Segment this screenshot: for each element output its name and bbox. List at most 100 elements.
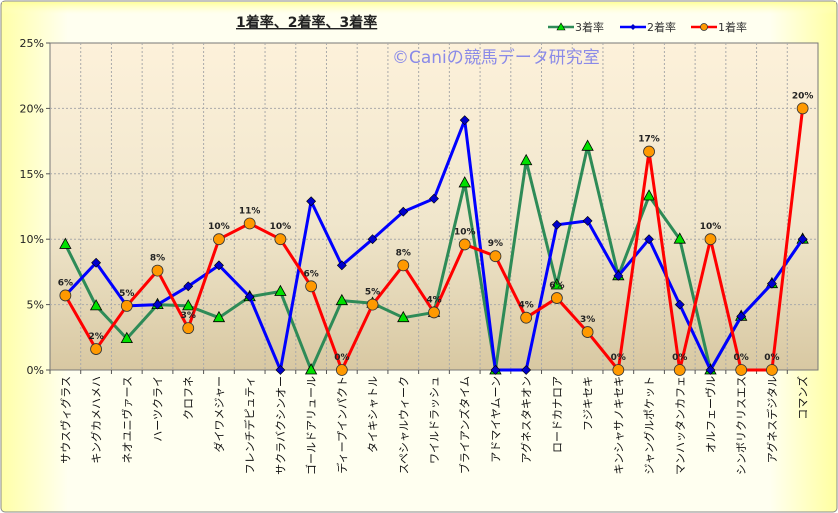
x-tick-label: ロードカナロア [551, 376, 564, 453]
data-point-diamond [306, 196, 317, 207]
data-label: 6% [58, 278, 73, 288]
x-tick-label: ブライアンズタイム [458, 376, 472, 474]
data-point-circle [274, 233, 287, 246]
data-point-triangle [120, 331, 133, 344]
x-tick-label: アドマイヤムーン [489, 376, 502, 463]
data-point-triangle [89, 299, 103, 311]
legend-marker-circle [700, 23, 708, 31]
data-point-diamond [459, 115, 470, 126]
data-label: 4% [426, 295, 441, 305]
x-tick-label: ハーツクライ [152, 376, 165, 442]
data-point-circle [182, 322, 195, 335]
legend: 3着率 2着率 1着率 [548, 20, 747, 34]
data-point-diamond [551, 219, 562, 230]
data-point-triangle [182, 299, 195, 311]
legend-label: 3着率 [575, 20, 604, 34]
x-tick-label: クロフネ [182, 376, 195, 420]
x-tick-label: ジャングルポケット [642, 376, 656, 474]
data-point-diamond [644, 234, 654, 245]
y-tick-label: 0% [27, 364, 44, 377]
data-point-triangle [335, 293, 349, 306]
legend-marker-triangle [556, 22, 566, 31]
watermark: ©Caniの競馬データ研究室 [392, 47, 600, 68]
data-point-circle [213, 233, 225, 246]
data-label: 8% [150, 254, 165, 264]
data-label: 10% [454, 227, 476, 237]
data-point-diamond [705, 365, 716, 375]
x-tick-label: スペシャルウィーク [397, 376, 410, 474]
data-point-diamond [367, 234, 378, 245]
data-point-triangle [519, 153, 533, 166]
x-tick-label: アグネスデジタル [765, 376, 779, 463]
data-point-circle [766, 364, 778, 376]
data-point-circle [489, 250, 502, 263]
data-point-diamond [521, 365, 532, 375]
x-tick-label: マンハッタンカフェ [674, 376, 687, 475]
data-label: 11% [239, 207, 261, 217]
legend-label: 2着率 [647, 20, 676, 34]
data-label: 3% [181, 311, 196, 321]
legend-item: 2着率 [620, 20, 676, 34]
x-tick-label: ゴールドアリュール [304, 376, 318, 475]
data-point-triangle [59, 237, 72, 249]
x-tick-label: タイキシャトル [367, 376, 380, 453]
data-point-triangle [581, 139, 594, 151]
y-tick-label: 20% [20, 102, 44, 115]
x-tick-label: ネオユニヴァース [120, 376, 134, 463]
data-label: 6% [303, 269, 318, 279]
data-label: 0% [334, 353, 349, 363]
data-point-circle [305, 280, 318, 293]
data-point-circle [612, 364, 625, 376]
legend-item: 3着率 [548, 20, 604, 34]
data-point-circle [335, 364, 348, 376]
data-label: 0% [734, 353, 749, 363]
data-point-diamond [490, 365, 501, 375]
data-label: 10% [700, 222, 722, 232]
chart-title: 1着率、2着率、3着率 [236, 14, 377, 31]
data-point-circle [704, 233, 717, 246]
data-point-diamond [766, 278, 777, 289]
x-tick-label: ディープインパクト [335, 376, 349, 474]
y-tick-label: 5% [27, 299, 44, 312]
data-point-triangle [304, 363, 318, 375]
data-point-circle [581, 326, 594, 338]
data-point-circle [673, 364, 686, 376]
data-label: 10% [208, 222, 230, 232]
x-tick-label: フレンチデピュティ [243, 376, 257, 474]
data-point-triangle [212, 310, 226, 323]
data-point-diamond [797, 234, 808, 245]
x-tick-label: コマンズ [796, 376, 810, 420]
data-point-diamond [613, 270, 624, 281]
x-tick-label: オルフェーヴル [703, 376, 717, 453]
x-tick-label: フジキセキ [582, 376, 595, 431]
y-tick-label: 15% [20, 168, 44, 181]
data-point-circle [120, 300, 133, 312]
data-point-circle [643, 145, 655, 158]
series-group: 6% 2% 5% 8% 3% 10% 11% 10% 6% 0% 5% 8% 4% 10% 9% 4% 6% 3%… [58, 91, 813, 376]
data-label: 6% [549, 281, 564, 291]
data-point-triangle [550, 278, 564, 290]
x-tick-label: アグネスタキオン [519, 376, 533, 463]
x-tick-label: サウスヴィグラス [58, 376, 72, 464]
data-point-circle [796, 102, 809, 115]
x-tick-label: サクラバクシンオー [274, 376, 287, 475]
x-tick-label: シンボリクリスエス [735, 376, 748, 475]
data-label: 17% [638, 135, 660, 145]
data-label: 5% [365, 288, 380, 298]
data-point-circle [151, 264, 164, 277]
data-label: 3% [580, 315, 595, 325]
data-point-circle [90, 343, 102, 355]
y-tick-label: 10% [20, 233, 44, 246]
data-point-circle [428, 306, 440, 319]
data-point-diamond [91, 257, 102, 268]
x-axis: サウスヴィグラス キングカメハメハ ネオユニヴァース ハーツクライ クロフネ ダイワメジャ… [49, 370, 810, 475]
data-label: 9% [488, 239, 503, 249]
data-label: 10% [270, 222, 292, 232]
data-label: 2% [88, 332, 103, 342]
data-point-triangle [642, 189, 656, 201]
data-point-circle [366, 298, 379, 311]
data-point-diamond [152, 299, 163, 310]
series-3: 6% 2% 5% 8% 3% 10% 11% 10% 6% 0% 5% 8% 4% 10% 9% 4% 6% 3%… [58, 91, 813, 376]
data-point-diamond [398, 206, 409, 217]
